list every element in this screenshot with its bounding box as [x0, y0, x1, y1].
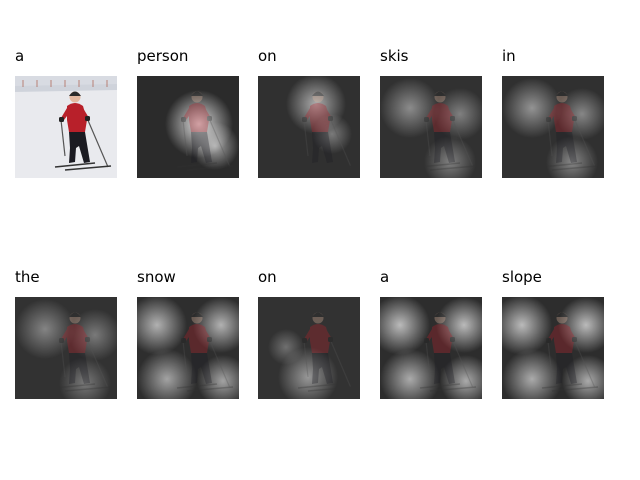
caption-word-7: on [258, 268, 277, 286]
caption-word-4: in [502, 47, 516, 65]
original-photo [15, 76, 117, 178]
attention-map-9 [502, 297, 604, 399]
attention-map-3 [380, 76, 482, 178]
caption-word-5: the [15, 268, 40, 286]
attention-map-2 [258, 76, 360, 178]
caption-word-3: skis [380, 47, 409, 65]
caption-word-2: on [258, 47, 277, 65]
caption-word-6: snow [137, 268, 176, 286]
attention-map-1 [137, 76, 239, 178]
attention-map-6 [137, 297, 239, 399]
caption-word-1: person [137, 47, 189, 65]
caption-word-0: a [15, 47, 25, 65]
caption-word-8: a [380, 268, 390, 286]
attention-map-7 [258, 297, 360, 399]
attention-map-8 [380, 297, 482, 399]
attention-map-5 [15, 297, 117, 399]
attention-map-4 [502, 76, 604, 178]
caption-word-9: slope [502, 268, 542, 286]
